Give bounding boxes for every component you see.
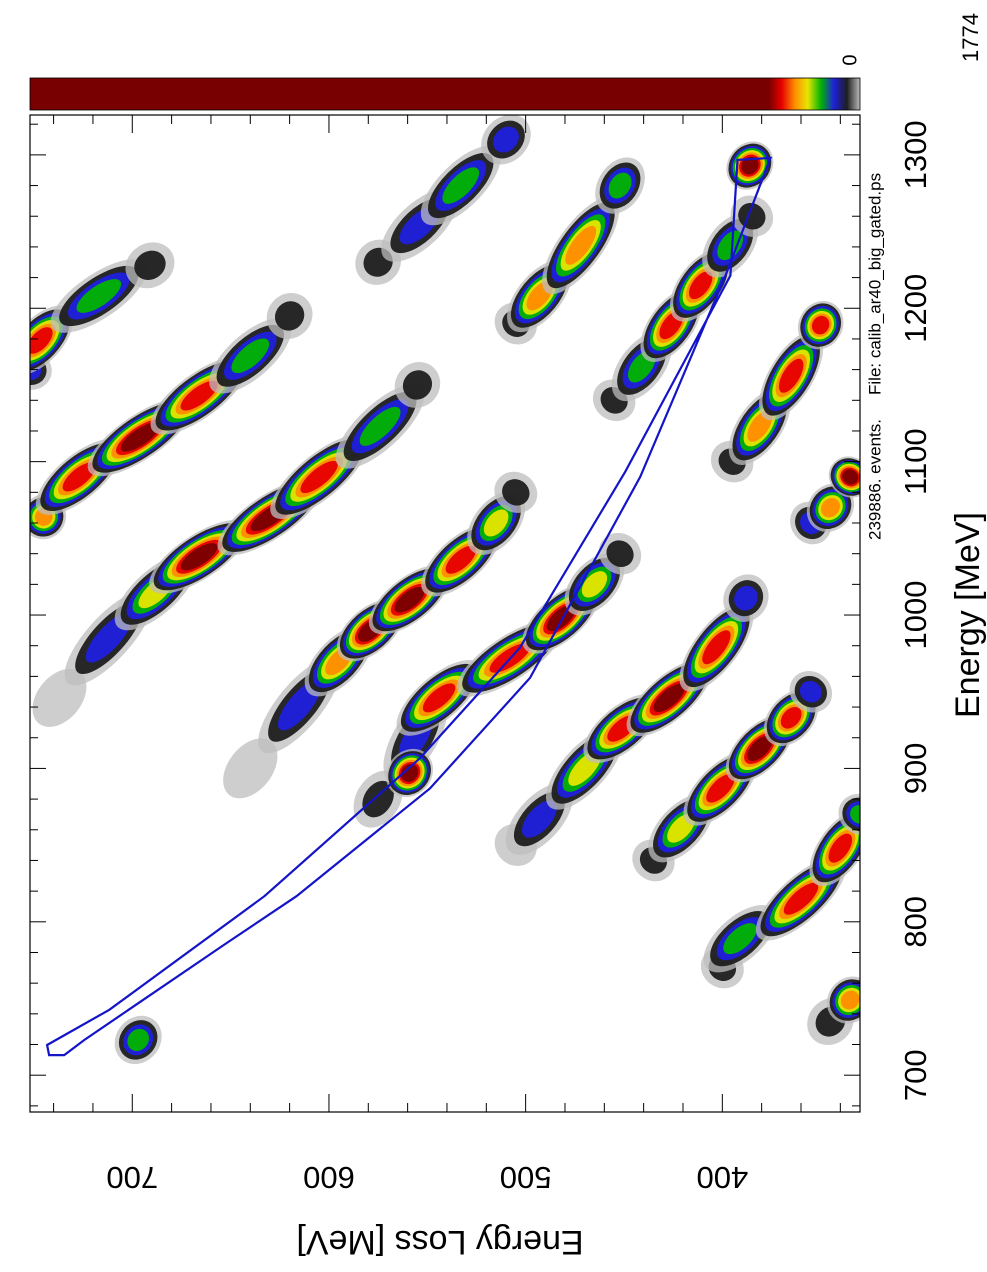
file-note: File: calib_ar40_big_gated.ps xyxy=(865,173,884,395)
x-tick-label: 900 xyxy=(898,743,933,795)
density-cell xyxy=(653,683,685,713)
y-tick-label: 500 xyxy=(500,1160,552,1195)
plot: Energy [MeV] Energy Loss [MeV] 239886. e… xyxy=(29,13,987,1261)
x-tick-label: 800 xyxy=(898,896,933,948)
x-tick-label: 1200 xyxy=(898,274,933,343)
density-cell xyxy=(442,167,480,204)
y-axis-title: Energy Loss [MeV] xyxy=(296,1223,583,1261)
density-cell xyxy=(483,509,509,537)
density-cell xyxy=(778,358,804,393)
density-cell xyxy=(445,545,476,574)
density-cell xyxy=(502,479,530,506)
x-axis-title: Energy [MeV] xyxy=(949,512,987,718)
density-cell xyxy=(400,764,419,782)
x-tick-label: 1000 xyxy=(898,581,933,650)
events-note: 239886. events. xyxy=(865,419,884,540)
density-cell xyxy=(606,540,634,568)
density-cell xyxy=(120,422,160,452)
density-cell xyxy=(811,315,830,335)
density-cell xyxy=(180,380,218,411)
density-cell xyxy=(780,706,802,729)
density-cell xyxy=(134,250,166,280)
density-cell xyxy=(546,604,576,632)
density-cell xyxy=(688,271,713,300)
y-tick-label: 400 xyxy=(696,1160,748,1195)
density-cell xyxy=(300,460,338,494)
density-cell xyxy=(30,327,53,354)
colorbar-max-label: 1774 xyxy=(958,13,983,62)
density-cell xyxy=(76,279,122,313)
density-cell xyxy=(723,923,757,955)
density-cell xyxy=(521,800,557,838)
density-cell xyxy=(359,406,401,446)
y-tick-label: 700 xyxy=(106,1160,158,1195)
density-cell xyxy=(402,370,433,400)
density-cell xyxy=(274,301,305,331)
density-cell xyxy=(231,338,270,374)
density-cell xyxy=(747,735,773,761)
x-tick-label: 1300 xyxy=(898,120,933,189)
x-tick-label: 700 xyxy=(898,1049,933,1101)
gate-polygon xyxy=(45,156,773,1057)
density-cell xyxy=(62,462,96,492)
colorbar xyxy=(29,77,861,111)
density-cell xyxy=(702,630,731,665)
density-cell xyxy=(362,780,394,818)
density-cell xyxy=(493,126,519,153)
density-cell xyxy=(180,543,218,571)
density-cell xyxy=(821,497,840,518)
density-cell xyxy=(565,225,597,265)
density-cell xyxy=(581,571,608,598)
density-cell xyxy=(127,1028,149,1052)
density-cell xyxy=(799,680,822,703)
density-cell xyxy=(741,156,759,175)
y-tick-label: 600 xyxy=(303,1160,355,1195)
density-cell xyxy=(706,774,735,803)
density-cell xyxy=(717,230,744,261)
density-cell xyxy=(783,882,819,915)
heatmap xyxy=(30,115,860,1065)
plot-frame xyxy=(29,114,861,1113)
density-cell xyxy=(828,833,853,863)
density-cell xyxy=(842,469,859,485)
density-cell xyxy=(840,990,860,1010)
density-cell xyxy=(734,585,758,611)
density-cell xyxy=(394,586,425,613)
density-cell xyxy=(223,738,278,799)
colorbar-min-label: 0 xyxy=(839,54,861,65)
x-tick-label: 1100 xyxy=(898,428,933,495)
density-cell xyxy=(608,172,632,199)
density-cell xyxy=(422,683,456,713)
